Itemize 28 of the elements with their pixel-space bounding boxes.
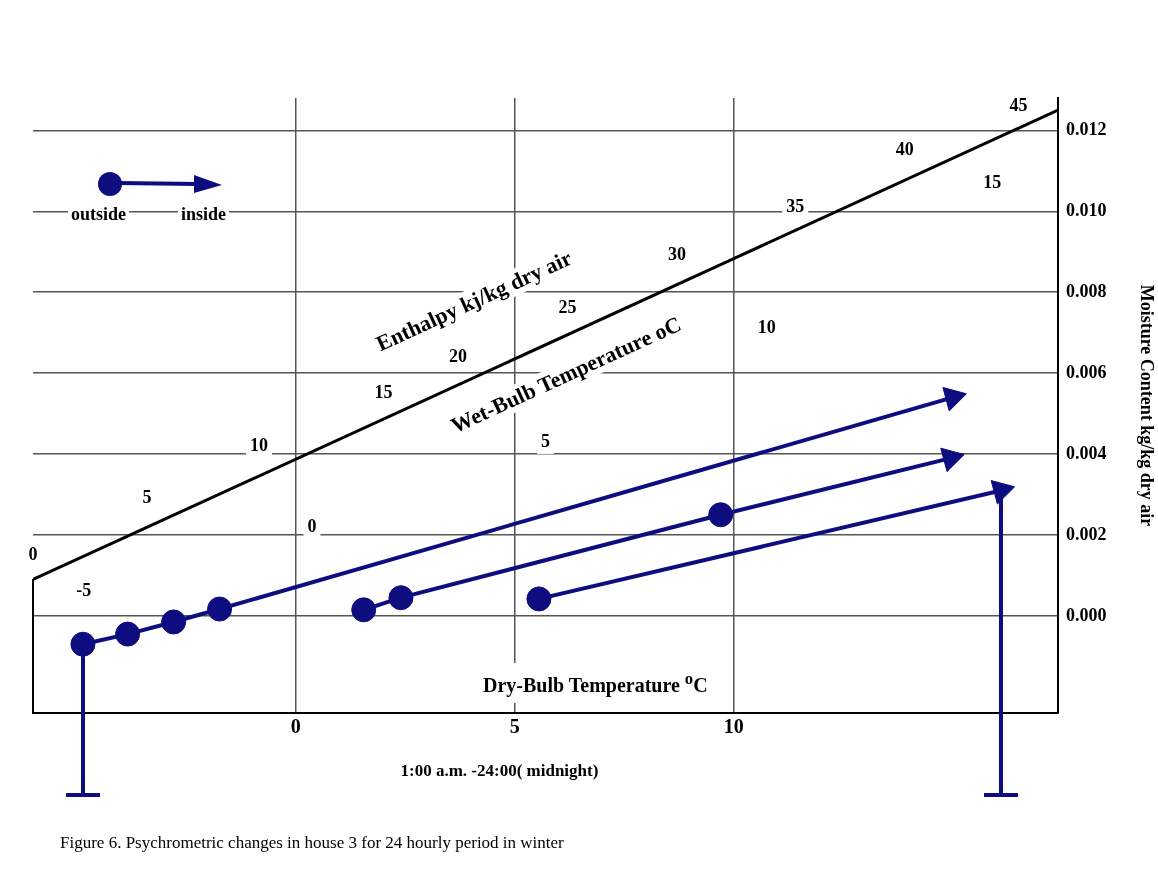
annotation: 5 [142, 487, 152, 508]
annotation: 10 [250, 434, 269, 455]
x-tick-label: 5 [509, 715, 520, 738]
annotation: 15 [983, 171, 1002, 192]
annotation: 40 [895, 139, 914, 160]
annotation: 10 [757, 317, 776, 338]
y-tick-label: 0.000 [1066, 604, 1107, 625]
annotation: 30 [667, 244, 686, 265]
y-tick-label: 0.002 [1066, 523, 1107, 544]
y-tick-label: 0.008 [1066, 280, 1107, 301]
y-tick-label: 0.006 [1066, 361, 1107, 382]
annotation: 0 [307, 515, 317, 536]
y-tick-label: 0.012 [1066, 119, 1107, 140]
caption: Figure 6. Psychrometric changes in house 3 for 24 hourly period in winter [60, 833, 564, 853]
annotation: -5 [76, 580, 92, 601]
y-tick-label: 0.010 [1066, 199, 1107, 220]
x-axis-title: Dry-Bulb Temperature $^{o}$C [467, 663, 724, 703]
annotation: 15 [374, 382, 393, 403]
annotation: 45 [1009, 94, 1028, 115]
annotation: 35 [786, 195, 805, 216]
text: 1:00 a.m. -24:00( midnight) [400, 761, 599, 781]
annotation: 0 [28, 543, 38, 564]
legend-label: outside [68, 204, 130, 225]
x-tick-label: 10 [723, 715, 744, 738]
legend-label: inside [178, 204, 230, 225]
x-tick-label: 0 [290, 715, 301, 738]
y-axis-title: Moisture Content kg/kg dry air [1136, 284, 1157, 527]
y-tick-label: 0.004 [1066, 442, 1107, 463]
